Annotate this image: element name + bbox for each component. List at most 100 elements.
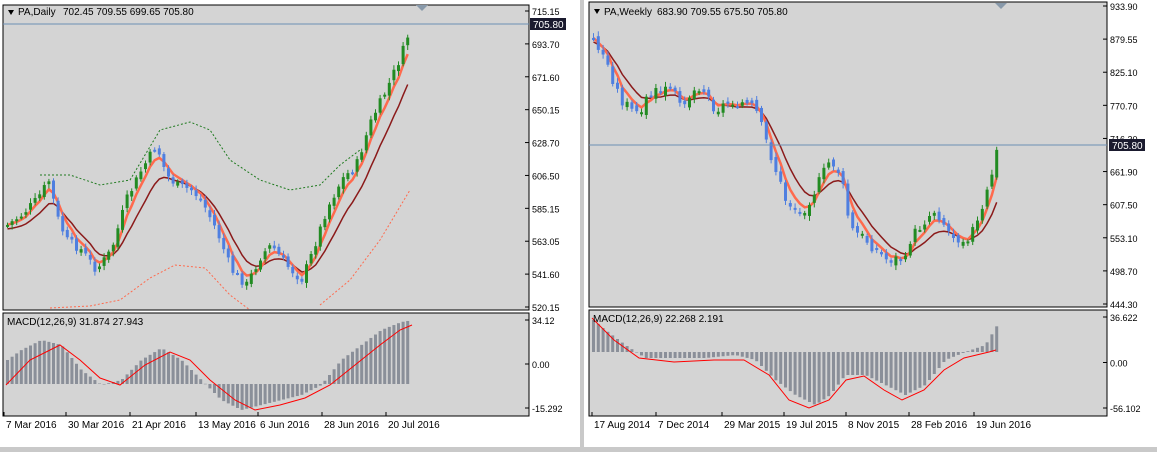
price-axis: 933.90879.55825.10770.70716.30661.90607.… xyxy=(1103,2,1138,310)
macd-bar xyxy=(19,350,23,384)
candle-body xyxy=(745,99,749,104)
macd-bar xyxy=(937,352,941,368)
candle-body xyxy=(908,243,912,256)
macd-bar xyxy=(668,352,672,358)
macd-bar xyxy=(856,352,859,375)
candle-body xyxy=(378,98,382,113)
candle-body xyxy=(990,174,994,187)
axis-tick-label: 498.70 xyxy=(1110,267,1138,277)
macd-bar xyxy=(231,384,235,406)
macd-bar xyxy=(401,321,405,384)
shift-marker-icon[interactable] xyxy=(995,3,1007,9)
candle-body xyxy=(208,210,212,218)
right-chart-window[interactable]: PA,Weekly 683.90 709.55 675.50 705.80 MA… xyxy=(584,0,1157,447)
macd-bar xyxy=(928,352,931,380)
macd-bar xyxy=(995,326,999,352)
macd-bar xyxy=(601,328,605,352)
candle-body xyxy=(668,86,672,89)
candle-body xyxy=(401,45,405,65)
envelope-lines xyxy=(40,121,411,311)
macd-bar xyxy=(745,352,749,358)
macd-bar xyxy=(314,384,318,388)
candle-body xyxy=(130,191,134,197)
candle-body xyxy=(995,149,999,178)
moving-averages xyxy=(7,53,409,277)
candle-body xyxy=(966,241,970,244)
candle-body xyxy=(736,106,739,109)
macd-bar xyxy=(712,352,715,358)
lower-envelope xyxy=(319,189,411,306)
candle-body xyxy=(305,264,308,283)
shift-marker-icon[interactable] xyxy=(416,5,428,11)
price-plot-area[interactable] xyxy=(588,1,1108,308)
macd-bar xyxy=(84,373,88,384)
collapse-triangle-icon[interactable] xyxy=(8,10,14,15)
macd-bar xyxy=(980,346,984,352)
candle-body xyxy=(760,107,763,123)
macd-bar xyxy=(985,342,989,352)
candle-body xyxy=(932,212,936,216)
candle-body xyxy=(291,266,295,274)
candle-body xyxy=(162,154,166,168)
left-chart-window[interactable]: PA,Daily 702.45 709.55 699.65 705.80 MAC… xyxy=(0,0,580,447)
candle-body xyxy=(332,197,336,206)
macd-bar xyxy=(865,352,869,376)
macd-bar xyxy=(798,352,802,398)
weekly-chart-svg[interactable]: PA,Weekly 683.90 709.55 675.50 705.80 MA… xyxy=(584,0,1157,447)
macd-bar xyxy=(664,352,667,358)
macd-bar xyxy=(673,352,677,358)
macd-bar xyxy=(841,352,845,379)
macd-bar xyxy=(678,352,682,358)
slow-ma-line xyxy=(7,84,409,273)
candle-body xyxy=(93,261,97,272)
macd-bar xyxy=(190,370,193,384)
macd-bar xyxy=(33,343,37,384)
date-label: 28 Jun 2016 xyxy=(324,420,379,431)
price-plot-area[interactable] xyxy=(2,4,530,311)
candle-body xyxy=(272,245,276,249)
axis-tick-label: -15.292 xyxy=(532,404,563,414)
candle-body xyxy=(56,200,60,217)
candle-body xyxy=(952,233,955,239)
candle-body xyxy=(899,259,903,262)
macd-bar xyxy=(249,384,253,408)
macd-bar xyxy=(176,357,180,384)
candle-body xyxy=(167,168,170,177)
candle-body xyxy=(808,204,811,216)
macd-bar xyxy=(61,346,65,384)
macd-bar xyxy=(171,354,175,384)
axis-tick-label: 0.00 xyxy=(532,360,550,370)
date-label: 21 Apr 2016 xyxy=(132,420,186,431)
candle-body xyxy=(369,119,373,136)
candle-body xyxy=(337,186,341,198)
macd-bar xyxy=(337,363,341,384)
candle-body xyxy=(649,95,653,98)
macd-bar xyxy=(52,343,55,384)
collapse-triangle-icon[interactable] xyxy=(594,9,600,14)
candle-body xyxy=(295,275,299,280)
date-label: 19 Jul 2015 xyxy=(786,420,838,431)
candle-body xyxy=(171,177,175,184)
candle-body xyxy=(70,236,74,240)
macd-bar xyxy=(788,352,792,392)
candle-body xyxy=(374,112,377,121)
candle-body xyxy=(144,163,147,170)
daily-chart-svg[interactable]: PA,Daily 702.45 709.55 699.65 705.80 MAC… xyxy=(0,0,580,447)
macd-bar xyxy=(774,352,778,381)
macd-bar xyxy=(731,352,735,356)
macd-axis: 36.622 0.00 -56.102 xyxy=(1103,313,1141,414)
macd-bar xyxy=(107,383,111,384)
macd-axis: 34.12 0.00 -15.292 xyxy=(525,316,563,414)
candle-body xyxy=(314,246,318,255)
candle-body xyxy=(10,221,14,225)
macd-bar xyxy=(832,352,835,391)
candle-body xyxy=(640,112,643,115)
axis-tick-label: 770.70 xyxy=(1110,101,1138,111)
axis-tick-label: 825.10 xyxy=(1110,68,1138,78)
macd-bar xyxy=(194,374,198,384)
candle-body xyxy=(851,212,855,229)
axis-tick-label: 0.00 xyxy=(1110,359,1128,369)
macd-bar xyxy=(65,352,69,384)
macd-bar xyxy=(286,384,290,399)
candle-body xyxy=(222,238,226,250)
